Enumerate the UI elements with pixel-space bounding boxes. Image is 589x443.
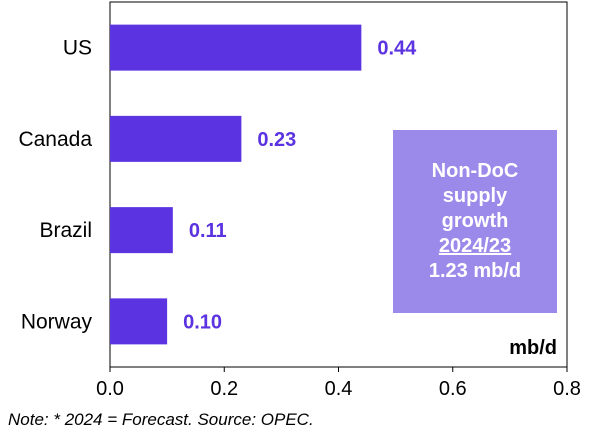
callout-line-2: supply [442,185,508,207]
category-label-us: US [63,37,92,60]
source-note: Note: * 2024 = Forecast. Source: OPEC. [8,410,314,429]
value-label-norway: 0.10 [183,311,222,333]
bar-us [110,24,362,71]
bar-canada [110,115,242,162]
callout-line-1: Non-DoC [431,160,519,182]
callout-line-3: growth [441,210,509,232]
x-tick-label: 0.0 [96,378,124,400]
category-label-canada: Canada [18,128,92,151]
value-label-brazil: 0.11 [189,220,227,242]
callout-line-5: 1.23 mb/d [428,260,522,282]
callout-line-4: 2024/23 [438,235,512,257]
x-tick-label: 0.2 [210,378,238,400]
unit-label: mb/d [509,337,557,359]
x-tick-label: 0.6 [439,378,467,400]
category-label-norway: Norway [21,310,93,333]
value-label-canada: 0.23 [257,129,296,151]
x-tick-label: 0.4 [325,378,353,400]
supply-growth-callout: Non-DoC supply growth 2024/23 1.23 mb/d [393,130,557,313]
x-tick-label: 0.8 [553,378,581,400]
bar-brazil [110,207,173,254]
value-label-us: 0.44 [377,38,417,60]
bar-norway [110,298,168,345]
category-label-brazil: Brazil [39,219,92,242]
